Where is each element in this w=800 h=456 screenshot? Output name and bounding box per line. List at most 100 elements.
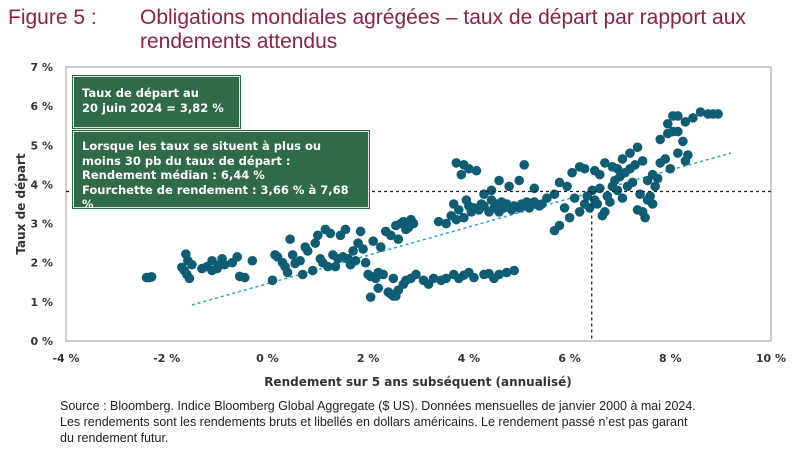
x-tick-label: 4 % — [458, 352, 481, 365]
y-tick-label: 5 % — [30, 139, 53, 152]
data-point — [441, 218, 451, 229]
data-point — [504, 181, 514, 192]
annotation-start-rate: Taux de départ au 20 juin 2024 = 3,82 % — [73, 76, 240, 128]
data-point — [358, 244, 368, 254]
source-line: du rendement futur. — [60, 431, 169, 445]
data-point — [408, 218, 419, 229]
data-point — [441, 273, 451, 284]
data-point — [348, 246, 358, 256]
y-axis-label: Taux de départ — [14, 153, 28, 254]
data-point — [594, 183, 605, 194]
source-line: Source : Bloomberg. Indice Bloomberg Glo… — [60, 399, 696, 413]
x-tick-label: -2 % — [153, 352, 180, 365]
annotation-line: Fourchette de rendement : 3,66 % à 7,68 … — [82, 182, 349, 212]
data-point — [612, 163, 623, 174]
annotation-line: Lorsque les taux se situent à plus ou — [82, 139, 322, 153]
data-point — [640, 212, 650, 223]
data-point — [146, 272, 157, 282]
data-point — [542, 193, 552, 203]
data-point — [519, 160, 530, 170]
data-point — [456, 169, 467, 180]
data-point — [662, 118, 673, 129]
data-point — [350, 255, 361, 266]
plot-area-frame — [65, 66, 772, 342]
data-point — [647, 199, 658, 209]
y-axis: 0 % 1 % 2 % 3 % 4 % 5 % 6 % 7 % — [30, 61, 53, 348]
data-point — [617, 193, 628, 203]
x-tick-label: 2 % — [357, 352, 380, 365]
data-point — [383, 287, 394, 297]
annotation-line: moins 30 pb du taux de départ : — [82, 153, 291, 168]
data-point — [625, 148, 635, 158]
data-point — [469, 272, 479, 283]
data-point — [471, 165, 482, 176]
data-point — [386, 230, 396, 241]
data-point — [187, 259, 197, 270]
data-point — [562, 181, 572, 192]
data-point — [285, 234, 295, 245]
data-point — [600, 158, 610, 168]
data-point — [688, 113, 698, 123]
data-point — [451, 214, 462, 225]
data-point — [494, 269, 504, 280]
data-point — [267, 275, 278, 286]
data-point — [529, 183, 540, 194]
data-point — [494, 175, 504, 186]
data-point — [554, 177, 565, 188]
data-point — [673, 148, 683, 158]
data-point — [612, 185, 623, 196]
data-point — [567, 167, 577, 178]
x-tick-label: 8 % — [659, 352, 682, 365]
data-point — [307, 265, 318, 276]
data-point — [411, 269, 421, 280]
data-point — [695, 107, 706, 117]
data-point — [680, 117, 691, 127]
y-tick-label: 7 % — [30, 61, 53, 74]
data-point — [587, 185, 598, 196]
annotation-line: 20 juin 2024 = 3,82 % — [82, 100, 224, 115]
y-tick-label: 6 % — [30, 100, 53, 113]
data-point — [232, 252, 243, 262]
data-point — [360, 257, 371, 268]
data-point — [579, 163, 590, 174]
data-point — [569, 193, 580, 203]
data-point — [559, 203, 570, 213]
data-point — [645, 191, 655, 201]
data-point — [554, 220, 565, 231]
data-point — [219, 259, 230, 270]
data-point — [378, 269, 389, 280]
x-tick-label: 6 % — [558, 352, 581, 365]
data-point — [330, 261, 341, 272]
y-tick-label: 3 % — [30, 218, 53, 231]
data-point — [627, 177, 638, 188]
data-point — [355, 226, 366, 237]
data-point — [375, 242, 386, 252]
x-tick-label: 0 % — [256, 352, 279, 365]
data-point — [574, 207, 585, 217]
data-point — [678, 136, 688, 147]
data-point — [594, 169, 605, 180]
data-point — [368, 236, 378, 246]
data-point — [302, 246, 313, 256]
data-point — [655, 134, 666, 145]
data-point — [713, 109, 723, 119]
y-tick-label: 0 % — [30, 335, 53, 348]
data-point — [509, 265, 519, 276]
data-point — [453, 205, 464, 215]
data-point — [184, 273, 195, 284]
data-point — [282, 267, 293, 278]
y-tick-label: 2 % — [30, 257, 53, 270]
data-point — [660, 154, 671, 164]
data-point — [464, 163, 474, 174]
chart-title: Obligations mondiales agrégées – taux de… — [140, 6, 746, 53]
data-point — [312, 230, 323, 241]
data-point — [647, 169, 658, 180]
annotation-line: Taux de départ au — [82, 86, 199, 100]
data-point — [683, 150, 693, 160]
figure-number: Figure 5 : — [8, 6, 97, 29]
data-point — [673, 111, 683, 121]
y-tick-label: 4 % — [30, 178, 53, 191]
data-point — [310, 238, 321, 248]
data-point — [673, 126, 683, 137]
